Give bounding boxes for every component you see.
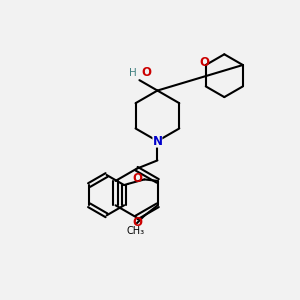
Text: O: O — [132, 172, 142, 185]
Text: O: O — [133, 216, 143, 229]
Text: O: O — [200, 56, 210, 69]
Text: O: O — [142, 66, 152, 79]
Text: CH₃: CH₃ — [126, 226, 145, 236]
Text: H: H — [129, 68, 137, 78]
Text: N: N — [152, 135, 162, 148]
